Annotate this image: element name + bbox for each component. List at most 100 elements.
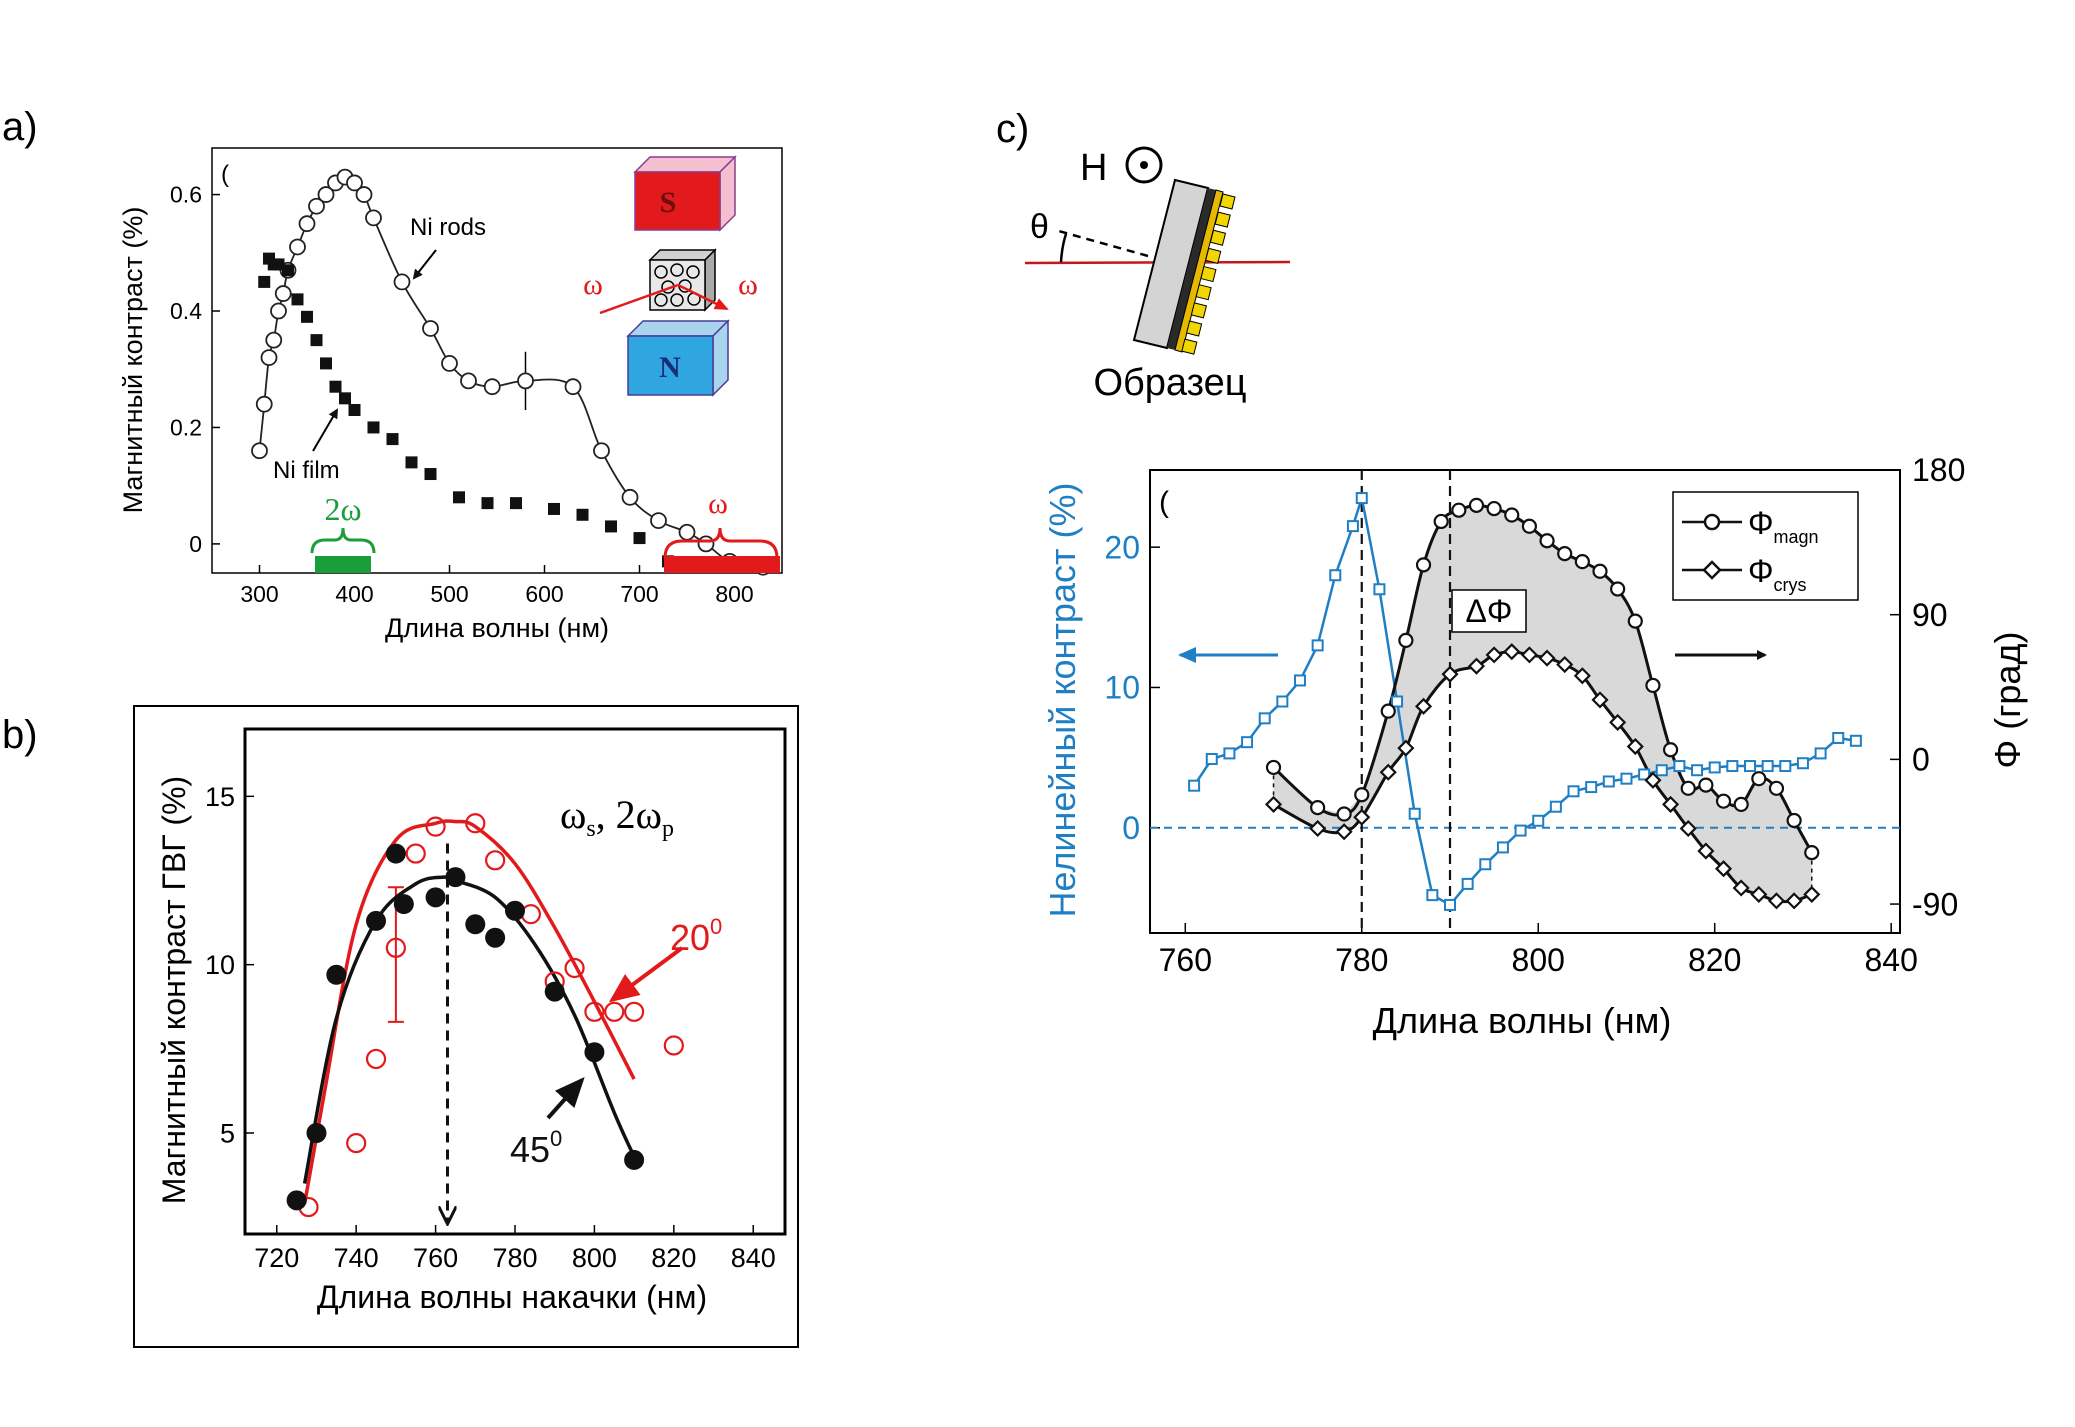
ni-rods-point bbox=[650, 512, 667, 530]
ni-rods-point bbox=[621, 488, 639, 506]
angle-45-point bbox=[425, 887, 446, 908]
legend-crys-phi: Φ bbox=[1748, 553, 1774, 589]
panel-c-yright-tick-label: 180 bbox=[1912, 452, 1965, 488]
grating-teeth bbox=[1181, 193, 1236, 355]
angle-45-label: 450 bbox=[510, 1126, 562, 1170]
delta-phi-box bbox=[1451, 589, 1527, 633]
ni-rods-point bbox=[251, 442, 268, 460]
phi-magn-point bbox=[1592, 563, 1608, 579]
ni-film-point bbox=[453, 491, 465, 504]
phi-magn-point bbox=[1645, 677, 1661, 694]
nonlinear-contrast-point bbox=[1205, 753, 1218, 766]
phi-crys-point bbox=[1485, 646, 1503, 664]
film-layer bbox=[1167, 188, 1216, 350]
nonlinear-contrast-point bbox=[1849, 734, 1862, 747]
omega-in-label: ω bbox=[583, 268, 603, 301]
nonlinear-contrast-point bbox=[1373, 583, 1386, 596]
phi-magn-point bbox=[1415, 557, 1432, 573]
phi-crys-point bbox=[1714, 860, 1733, 878]
panel-a-y-tick-label: 0 bbox=[189, 531, 202, 557]
panel-c-ylabel-left: Нелинейный контраст (%) bbox=[1042, 483, 1083, 918]
nonlinear-contrast-point bbox=[1346, 520, 1359, 533]
ni-rods-point bbox=[678, 523, 696, 541]
ni-film-point bbox=[258, 275, 271, 288]
sample-schematic: H θ Образец bbox=[1024, 146, 1291, 404]
angle-20-point bbox=[624, 1001, 645, 1022]
panel-c-frame bbox=[1149, 469, 1901, 934]
ni-rods-point bbox=[260, 349, 278, 366]
legend-magn-marker bbox=[1703, 513, 1721, 531]
angle-20-arrow bbox=[608, 946, 684, 1003]
nonlinear-contrast-point bbox=[1391, 695, 1404, 708]
angle-20-point bbox=[663, 1035, 684, 1056]
phi-magn-point bbox=[1715, 793, 1732, 809]
nonlinear-contrast-point bbox=[1761, 760, 1774, 773]
panel-a-x-tick-label: 600 bbox=[525, 581, 563, 607]
panel-c-series bbox=[1188, 492, 1862, 911]
field-label: H bbox=[1080, 147, 1107, 189]
phi-crys-point bbox=[1750, 885, 1768, 903]
panel-b-axes: 720 740 760 780 800 820 840 5 10 15 bbox=[205, 782, 776, 1273]
angle-arc bbox=[1059, 233, 1068, 263]
title-omega-s: ω bbox=[560, 792, 586, 837]
ni-film-label: Ni film bbox=[273, 457, 340, 484]
panel-a-x-tick-label: 300 bbox=[240, 581, 278, 607]
phi-crys-point bbox=[1503, 643, 1521, 661]
ni-film-point bbox=[510, 497, 522, 510]
nonlinear-contrast-point bbox=[1444, 898, 1456, 911]
panel-c: H θ Образец ( 760 780 800 820 840 0 10 20 -90 0 90… bbox=[1024, 146, 2028, 1041]
nonlinear-contrast-point bbox=[1585, 781, 1598, 794]
panel-a-series bbox=[251, 168, 772, 576]
panel-b-x-tick-label: 800 bbox=[572, 1243, 617, 1273]
ni-film-point bbox=[272, 258, 285, 271]
panel-c-yleft-tick-label: 10 bbox=[1104, 670, 1140, 706]
angle-45-point bbox=[385, 843, 406, 864]
nonlinear-contrast-point bbox=[1426, 889, 1439, 902]
theta-label: θ bbox=[1030, 208, 1049, 246]
phi-magn-point bbox=[1733, 796, 1749, 812]
angle-45-point bbox=[393, 894, 414, 915]
legend-crys-label: Φcrys bbox=[1748, 553, 1807, 595]
ni-rods-point bbox=[265, 331, 283, 349]
panel-a-xlabel: Длина волны (нм) bbox=[385, 613, 609, 643]
magnet-inset: S ω ω N bbox=[583, 155, 758, 397]
phi-crys-point bbox=[1335, 823, 1353, 841]
nonlinear-contrast-point bbox=[1567, 785, 1580, 798]
title-sub-s: s bbox=[586, 816, 595, 842]
phi-magn-point bbox=[1768, 780, 1785, 796]
omega-label: ω bbox=[708, 487, 728, 520]
angle-45-point bbox=[505, 900, 525, 921]
ni-rods-point bbox=[289, 238, 306, 256]
legend-crys-sub: crys bbox=[1774, 575, 1807, 595]
angle-20-sup: 0 bbox=[710, 914, 722, 939]
ni-film-point bbox=[320, 357, 332, 370]
ni-rods-point bbox=[697, 535, 715, 553]
panel-a-x-tick-label: 500 bbox=[430, 581, 468, 607]
ni-rods-arrow bbox=[412, 249, 437, 280]
ni-film-point bbox=[329, 380, 342, 393]
nonlinear-contrast-point bbox=[1796, 757, 1809, 770]
title-two-omega-p: , 2ω bbox=[596, 792, 662, 837]
nonlinear-contrast-point bbox=[1814, 747, 1827, 760]
nonlinear-contrast-point bbox=[1355, 492, 1368, 505]
grating-tooth bbox=[1186, 320, 1203, 337]
panel-c-yleft-tick-label: 0 bbox=[1122, 810, 1140, 846]
nonlinear-contrast-point bbox=[1620, 772, 1633, 785]
nonlinear-contrast-point bbox=[1496, 841, 1509, 854]
beam-in-arrow bbox=[599, 283, 679, 315]
omega-out-label: ω bbox=[738, 268, 758, 301]
ni-rods-point bbox=[564, 378, 582, 396]
panel-c-xlabel: Длина волны (нм) bbox=[1373, 1000, 1672, 1041]
phi-crys-point bbox=[1679, 819, 1697, 838]
omega-brace bbox=[663, 527, 779, 559]
nonlinear-contrast-point bbox=[1258, 712, 1271, 725]
magnet-north: N bbox=[626, 319, 730, 397]
phi-crys-point bbox=[1662, 795, 1680, 813]
panel-b-x-tick-label: 820 bbox=[651, 1243, 696, 1273]
ni-rods-point bbox=[255, 395, 273, 413]
ni-film-point bbox=[576, 508, 589, 521]
panel-a-corner-mark: ( bbox=[221, 161, 229, 188]
nonlinear-contrast-point bbox=[1188, 779, 1201, 792]
phi-crys-point bbox=[1441, 665, 1459, 683]
panel-b-x-tick-label: 840 bbox=[731, 1243, 776, 1273]
